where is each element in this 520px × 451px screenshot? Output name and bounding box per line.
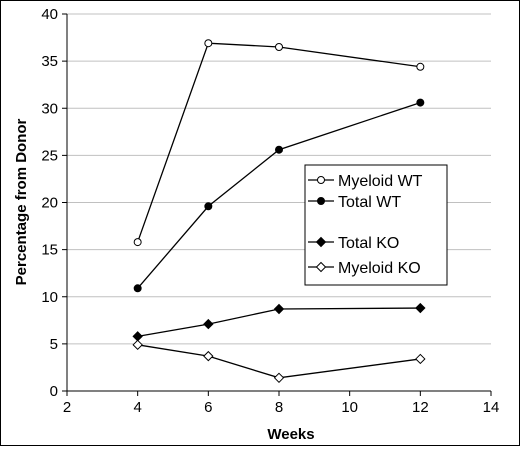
series-line <box>137 101 421 289</box>
data-point <box>273 372 285 384</box>
y-tick-label: 35 <box>41 53 58 70</box>
series-line <box>137 344 421 379</box>
legend-label: Total KO <box>338 235 399 252</box>
data-point <box>133 238 142 247</box>
data-point <box>132 339 143 351</box>
series-line <box>137 307 421 337</box>
data-point <box>415 302 426 314</box>
data-point <box>415 353 426 365</box>
legend: Myeloid WT Total WT Total KO Myeloid KO <box>304 164 448 286</box>
legend-label: Total WT <box>338 194 401 211</box>
y-tick-label: 20 <box>41 195 58 212</box>
series-line <box>137 42 421 243</box>
legend-label: Myeloid WT <box>338 173 423 190</box>
x-tick-label: 10 <box>341 399 358 416</box>
series-myeloid-wt <box>133 39 425 247</box>
series-group <box>132 39 426 384</box>
data-point <box>203 350 214 362</box>
x-tick-label: 14 <box>483 399 500 416</box>
data-point <box>273 303 285 315</box>
y-tick-label: 0 <box>50 383 58 400</box>
x-tick-label: 6 <box>204 399 212 416</box>
series-total-ko <box>132 302 426 342</box>
x-tick-label: 4 <box>133 399 141 416</box>
data-point <box>275 145 283 154</box>
data-point <box>416 62 425 71</box>
legend-box <box>304 164 448 286</box>
y-tick-labels: 0 5 10 15 20 25 30 35 40 <box>41 6 58 400</box>
y-tick-label: 5 <box>50 336 58 353</box>
y-tick-label: 40 <box>41 6 58 23</box>
series-total-wt <box>133 98 425 293</box>
y-tick-label: 30 <box>41 100 58 117</box>
x-tick-labels: 2 4 6 8 10 12 14 <box>63 399 500 416</box>
legend-marker <box>315 261 327 273</box>
x-tick-label: 8 <box>275 399 283 416</box>
data-point <box>275 42 283 51</box>
legend-marker <box>317 176 325 184</box>
legend-marker <box>315 236 327 248</box>
x-axis-title: Weeks <box>267 426 314 443</box>
y-tick-label: 15 <box>41 242 58 259</box>
series-myeloid-ko <box>132 339 426 384</box>
y-axis-title: Percentage from Donor <box>13 118 30 285</box>
y-tick-label: 10 <box>41 289 58 306</box>
y-tick-label: 25 <box>41 147 58 164</box>
data-point <box>203 318 214 330</box>
legend-marker <box>317 197 325 205</box>
x-tick-label: 12 <box>412 399 429 416</box>
data-point <box>204 202 213 211</box>
data-point <box>416 98 425 107</box>
data-point <box>133 284 142 293</box>
data-point <box>204 39 213 48</box>
legend-label: Myeloid KO <box>338 260 421 277</box>
x-tick-label: 2 <box>63 399 71 416</box>
axes <box>62 13 492 396</box>
